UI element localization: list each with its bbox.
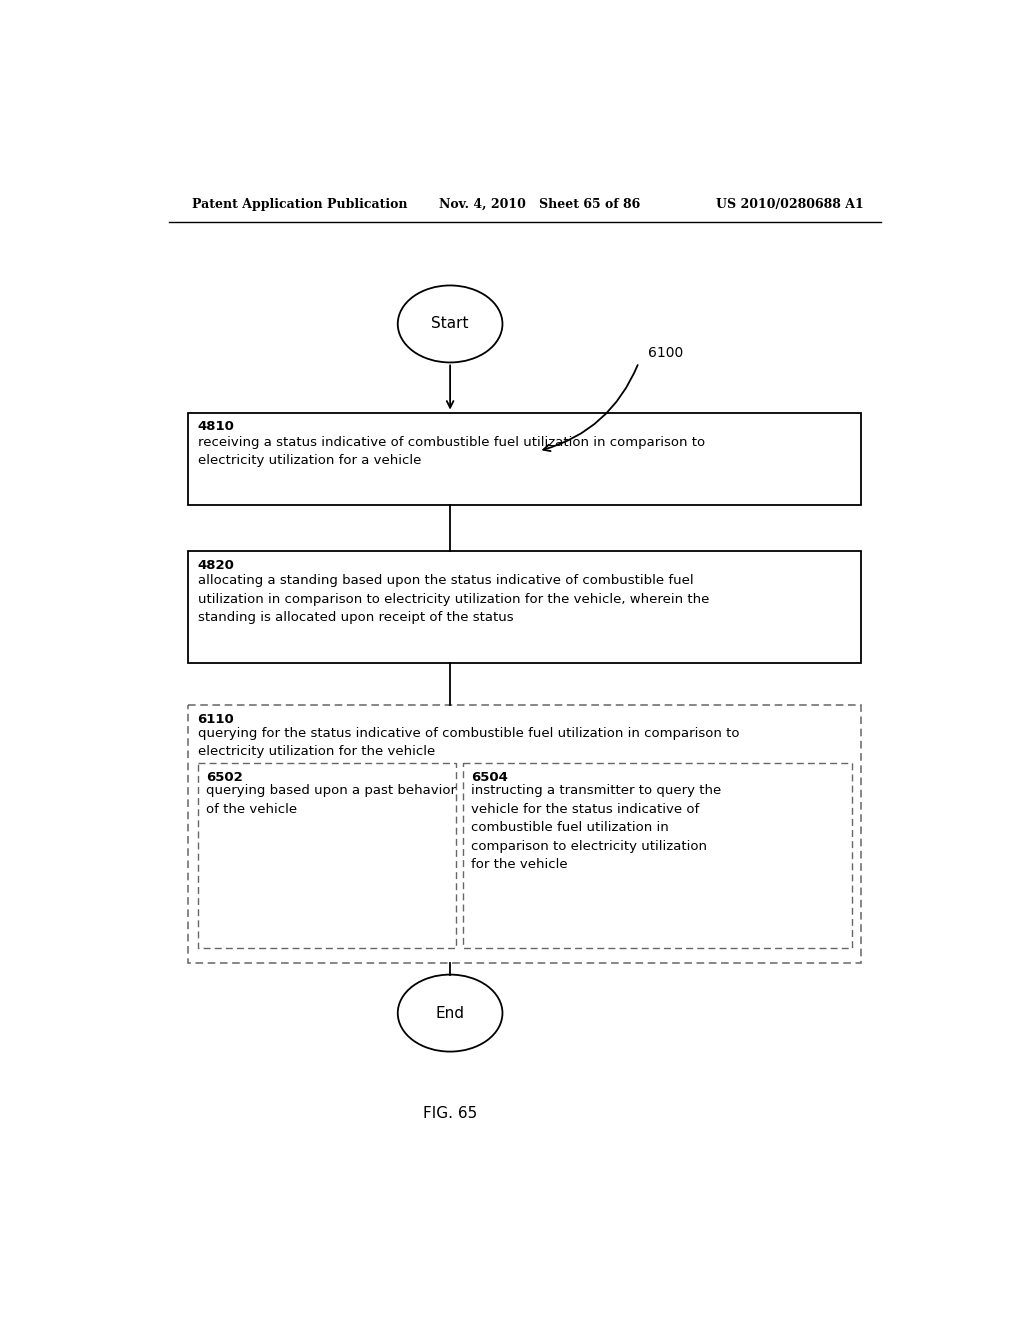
- Text: 4810: 4810: [198, 420, 234, 433]
- Text: allocating a standing based upon the status indicative of combustible fuel
utili: allocating a standing based upon the sta…: [198, 574, 709, 624]
- Text: End: End: [435, 1006, 465, 1020]
- Bar: [463, 763, 852, 948]
- Text: 6502: 6502: [206, 771, 243, 784]
- Text: 6100: 6100: [648, 346, 683, 360]
- Text: Start: Start: [431, 317, 469, 331]
- Text: Nov. 4, 2010   Sheet 65 of 86: Nov. 4, 2010 Sheet 65 of 86: [438, 198, 640, 211]
- Text: US 2010/0280688 A1: US 2010/0280688 A1: [716, 198, 863, 211]
- Text: Patent Application Publication: Patent Application Publication: [193, 198, 408, 211]
- Text: 6504: 6504: [471, 771, 508, 784]
- Text: 6110: 6110: [198, 713, 234, 726]
- Text: querying for the status indicative of combustible fuel utilization in comparison: querying for the status indicative of co…: [198, 726, 739, 758]
- Text: 4820: 4820: [198, 558, 234, 572]
- Text: receiving a status indicative of combustible fuel utilization in comparison to
e: receiving a status indicative of combust…: [198, 436, 705, 467]
- Bar: [188, 412, 861, 504]
- Text: instructing a transmitter to query the
vehicle for the status indicative of
comb: instructing a transmitter to query the v…: [471, 784, 721, 871]
- Bar: [199, 763, 457, 948]
- Text: querying based upon a past behavior
of the vehicle: querying based upon a past behavior of t…: [206, 784, 456, 816]
- Bar: [188, 552, 861, 663]
- Bar: [188, 705, 861, 964]
- Text: FIG. 65: FIG. 65: [423, 1106, 477, 1121]
